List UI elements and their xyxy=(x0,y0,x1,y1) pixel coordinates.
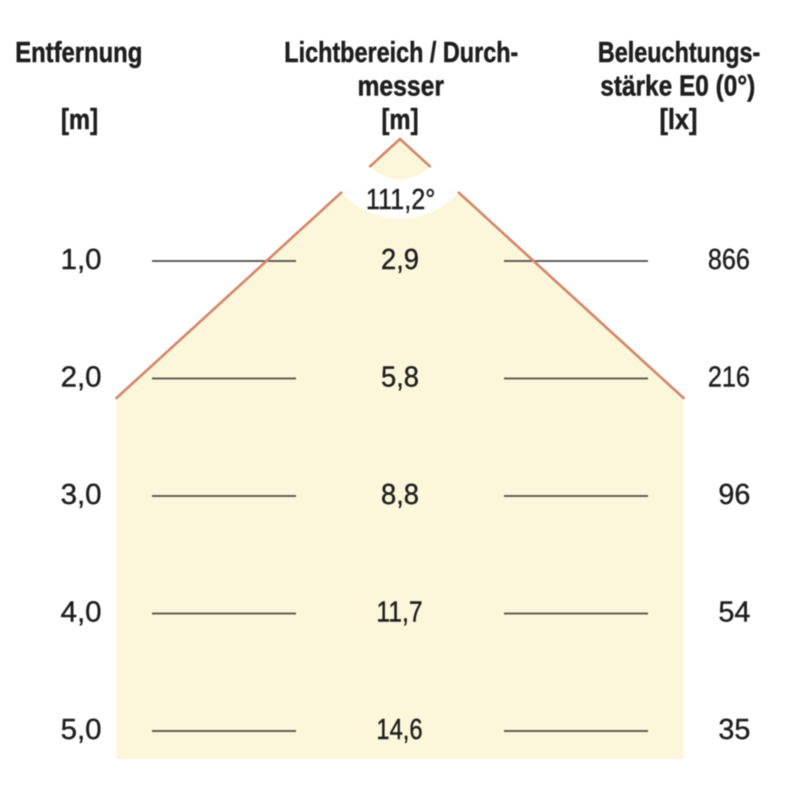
svg-text:stärke E0 (0°): stärke E0 (0°) xyxy=(600,71,755,103)
svg-text:11,7: 11,7 xyxy=(376,597,422,629)
svg-text:5,0: 5,0 xyxy=(61,714,102,746)
svg-text:216: 216 xyxy=(708,362,750,394)
svg-text:111,2°: 111,2° xyxy=(366,184,436,216)
svg-text:[m]: [m] xyxy=(382,104,419,136)
svg-text:8,8: 8,8 xyxy=(381,479,419,511)
svg-text:1,0: 1,0 xyxy=(61,244,102,276)
svg-text:35: 35 xyxy=(718,714,750,746)
svg-text:4,0: 4,0 xyxy=(61,597,102,629)
svg-text:[m]: [m] xyxy=(61,104,98,136)
svg-text:96: 96 xyxy=(718,479,750,511)
svg-text:54: 54 xyxy=(718,597,750,629)
svg-text:866: 866 xyxy=(708,244,750,276)
svg-text:Beleuchtungs-: Beleuchtungs- xyxy=(598,37,761,69)
svg-text:Lichtbereich / Durch-: Lichtbereich / Durch- xyxy=(284,37,518,69)
svg-text:[lx]: [lx] xyxy=(659,104,697,136)
svg-text:2,9: 2,9 xyxy=(381,244,419,276)
svg-text:3,0: 3,0 xyxy=(61,479,102,511)
svg-text:14,6: 14,6 xyxy=(376,714,422,746)
svg-text:messer: messer xyxy=(357,71,444,103)
svg-text:5,8: 5,8 xyxy=(381,362,419,394)
svg-text:Entfernung: Entfernung xyxy=(15,37,142,69)
svg-text:2,0: 2,0 xyxy=(61,362,102,394)
